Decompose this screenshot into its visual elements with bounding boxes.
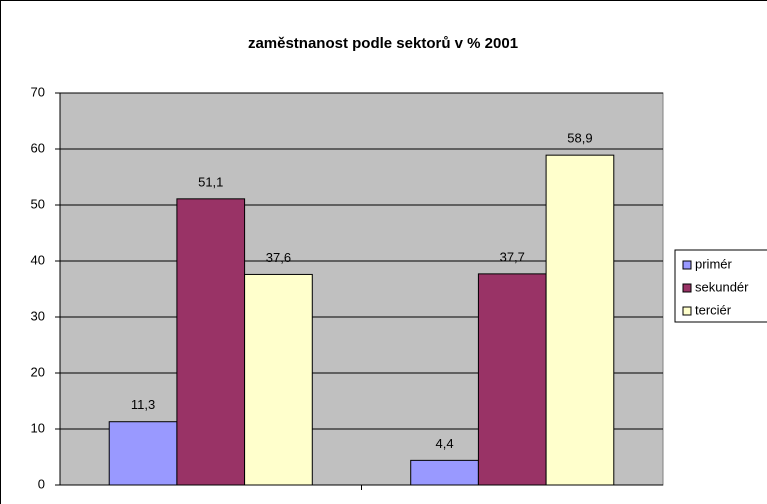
legend-swatch: [682, 283, 692, 293]
y-tick-label: 20: [31, 364, 45, 379]
data-label: 37,7: [500, 249, 525, 264]
legend-label: terciér: [695, 302, 732, 317]
bar: [108, 421, 178, 486]
legend-label: sekundér: [695, 279, 749, 294]
y-tick-label: 0: [38, 476, 45, 491]
y-tick-label: 30: [31, 308, 45, 323]
bar: [410, 459, 479, 486]
legend-swatch: [682, 260, 692, 270]
y-tick-label: 70: [31, 84, 45, 99]
y-tick-label: 50: [31, 196, 45, 211]
chart-title: zaměstnanost podle sektorů v % 2001: [248, 35, 518, 52]
data-label: 11,3: [131, 397, 155, 412]
data-label: 51,1: [198, 174, 223, 189]
data-label: 58,9: [567, 131, 592, 146]
bar: [545, 154, 615, 486]
bar: [176, 198, 246, 486]
bar: [477, 273, 547, 486]
legend-label: primér: [695, 256, 733, 271]
y-tick-label: 10: [31, 420, 45, 435]
legend-swatch: [682, 306, 692, 316]
data-label: 37,6: [266, 250, 291, 265]
data-label: 4,4: [436, 436, 454, 451]
y-tick-label: 40: [31, 252, 45, 267]
bar: [244, 273, 313, 486]
y-tick-label: 60: [31, 140, 45, 155]
